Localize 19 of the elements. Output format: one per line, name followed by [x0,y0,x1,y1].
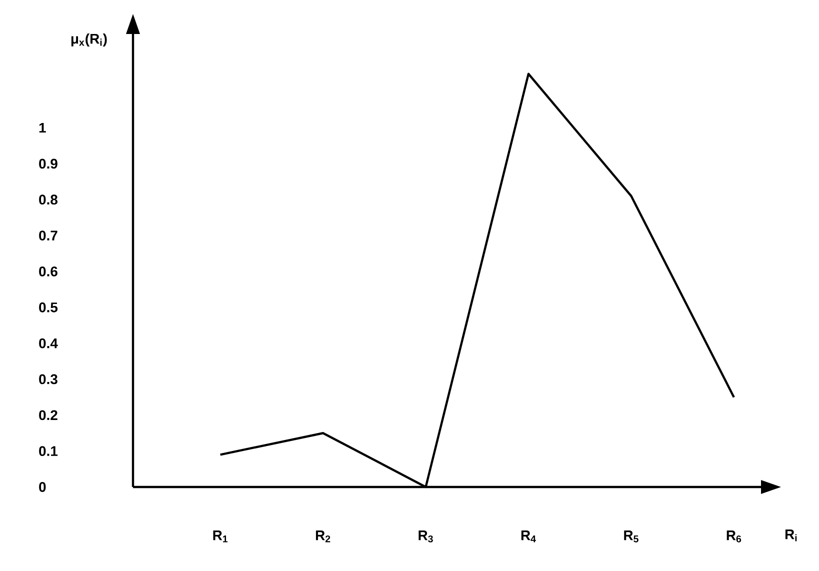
x-tick-label: R$_{1}$ [213,530,228,542]
y-tick-label: 0.2 [39,410,58,420]
y-tick-label: 0.9 [39,158,58,169]
y-tick-label: 1 [39,122,46,133]
y-tick-label: 0.4 [39,338,58,348]
y-tick-label: 0.6 [39,266,58,276]
x-tick-label: R$_{6}$ [726,530,742,542]
x-tick-label: R$_{4}$ [521,530,536,542]
x-tick-label: R$_{5}$ [624,530,638,542]
x-axis-title: R$_{i}$ [785,530,797,542]
y-axis-title: μ$_{x}$(R$_{i}$) [71,33,107,46]
y-tick-label: 0.3 [39,374,58,384]
y-tick-label: 0 [39,482,46,492]
y-tick-label: 0.5 [39,302,58,312]
y-tick-label: 0.7 [39,230,58,240]
x-tick-label: R$_{2}$ [316,530,330,542]
y-tick-label: 0.8 [39,194,58,205]
y-tick-label: 0.1 [39,446,58,456]
x-tick-label: R$_{3}$ [418,530,433,542]
